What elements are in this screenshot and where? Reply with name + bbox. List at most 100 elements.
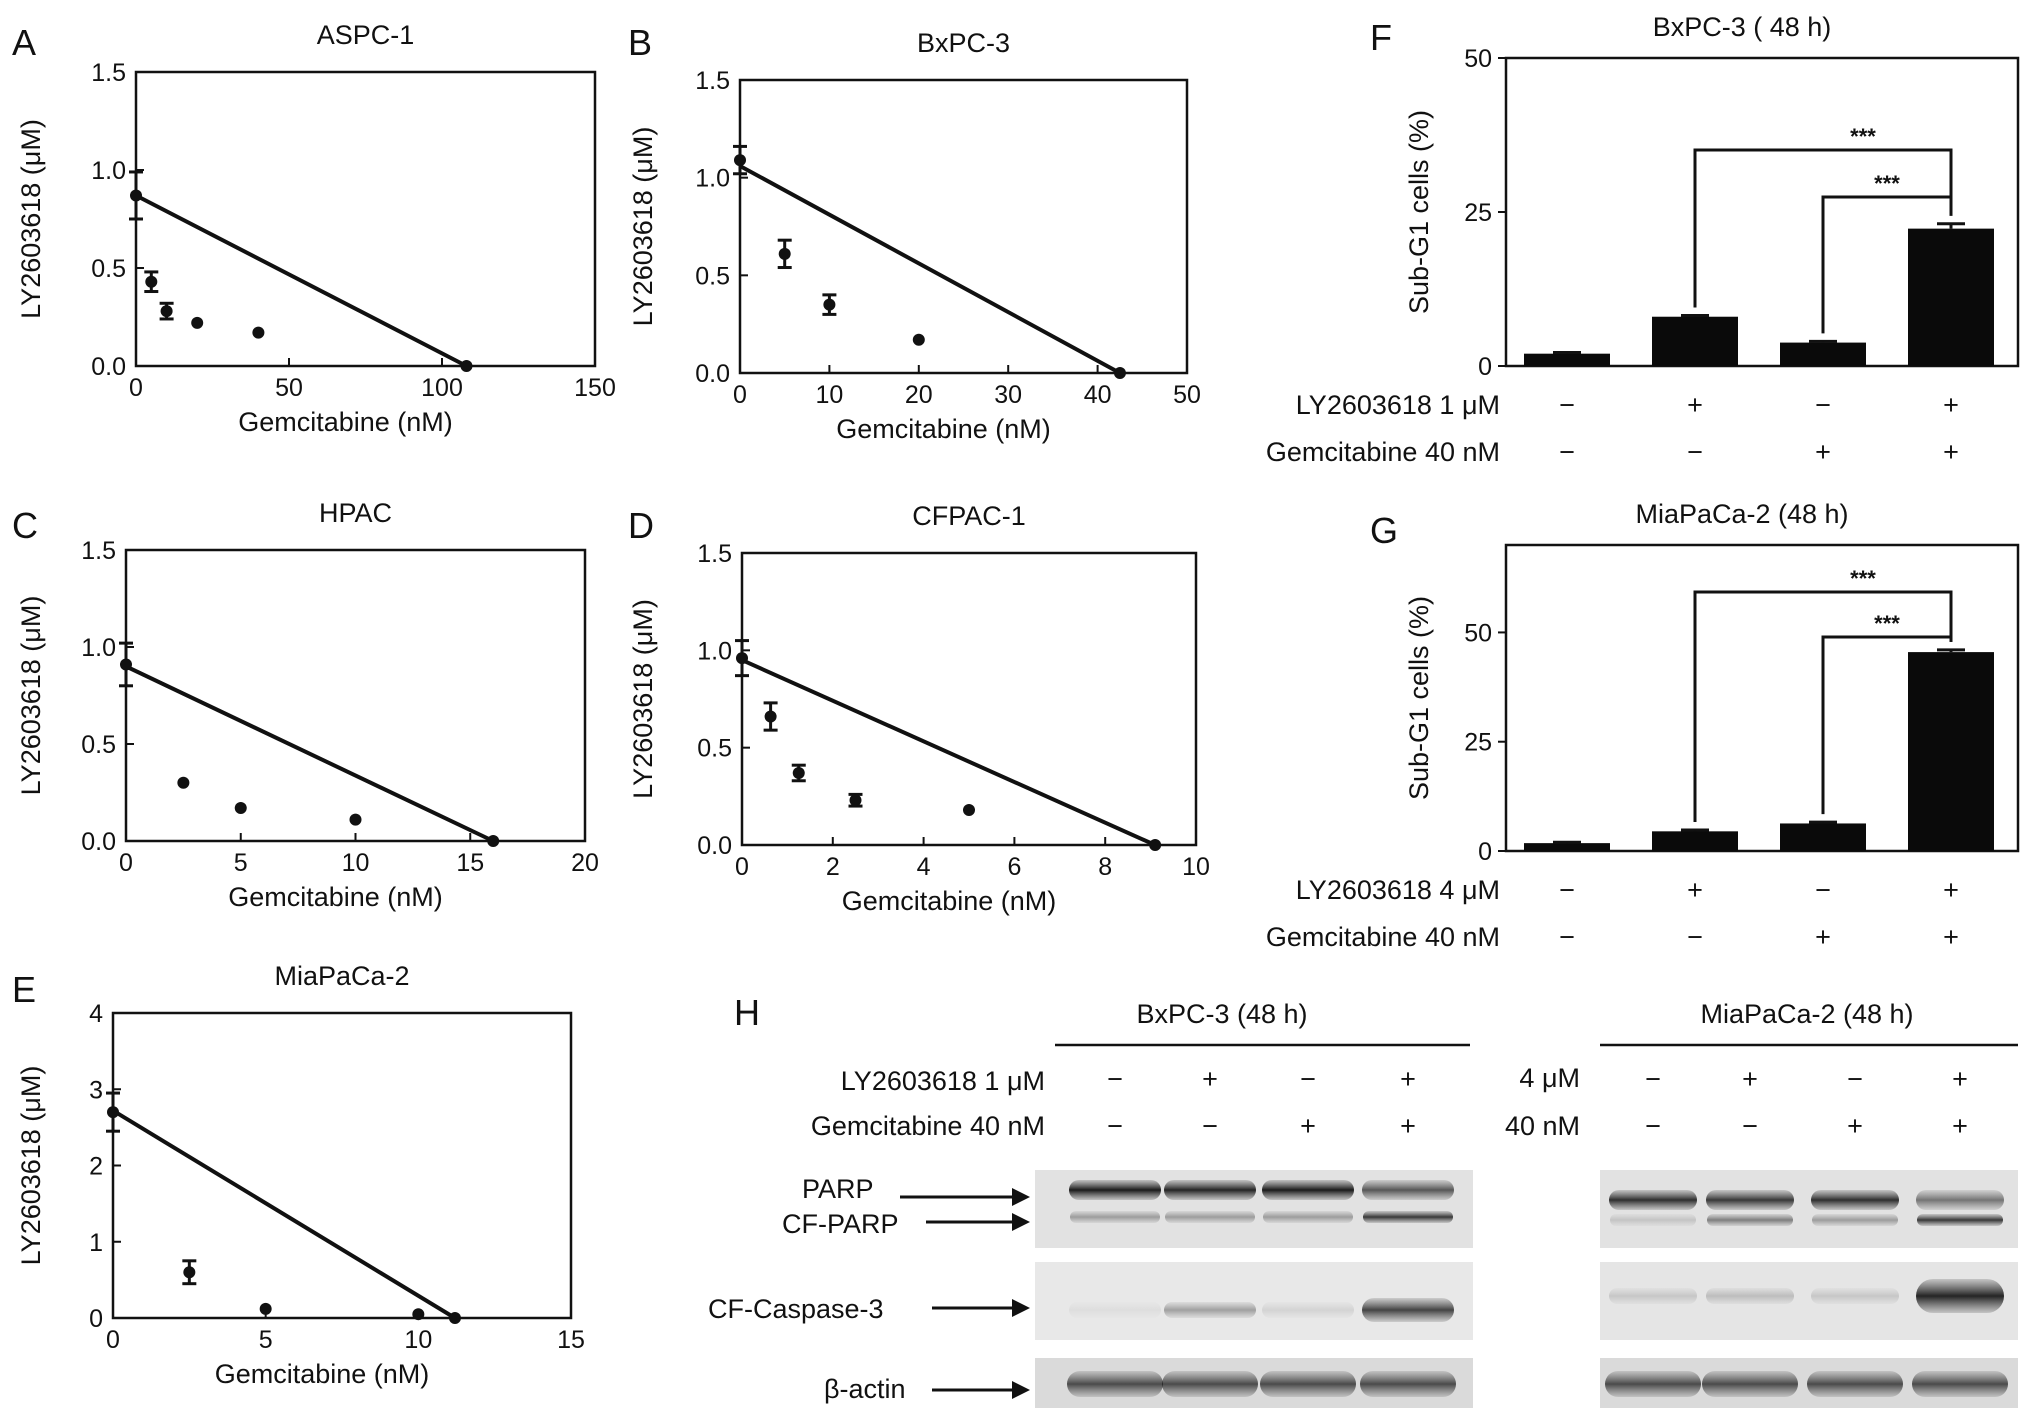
panel-d: D CFPAC-1 0 2 4 6 8 10 0.0 0.5 1.0 1.5 Gemcitabine (… (628, 501, 1210, 916)
isobole-line (125, 664, 495, 843)
y-tick-label: 0.5 (697, 735, 732, 763)
blot-treatment-mark: + (1742, 1064, 1758, 1094)
cf-parp-band (1165, 1211, 1255, 1223)
x-tick-label: 0 (735, 853, 749, 881)
panel-letter-c: C (12, 505, 38, 546)
x-tick-label: 100 (421, 374, 463, 402)
beta-actin-band (1360, 1371, 1456, 1397)
plot-frame (1504, 543, 2020, 853)
significance-bracket (1821, 195, 1953, 334)
cf-parp-band (1363, 1211, 1453, 1223)
data-point (177, 776, 190, 789)
y-tick-label: 25 (1464, 729, 1492, 757)
cf-caspase-3-band (1164, 1302, 1256, 1318)
treatment-mark: + (1815, 437, 1831, 467)
significance-bracket (1693, 148, 1953, 308)
significance-bracket (1693, 590, 1953, 823)
x-tick-label: 10 (1182, 853, 1210, 881)
y-tick-label: 1 (89, 1229, 103, 1257)
panel-a: A ASPC-1 0 50 100 150 0.0 0.5 1.0 1.5 Gemcitabine … (12, 20, 616, 437)
treatment-row-label: LY2603618 4 μM (1296, 875, 1500, 905)
data-point (448, 1312, 461, 1324)
cf-parp-band (1812, 1214, 1898, 1226)
y-tick-label: 2 (89, 1153, 103, 1181)
panel-g: G MiaPaCa-2 (48 h) 0 25 50 Sub-G1 cells (%) − −… (1266, 499, 2020, 952)
chart-title: BxPC-3 (917, 28, 1010, 58)
x-tick-label: 0 (106, 1326, 120, 1354)
blot-row2-right-label: 40 nM (1505, 1111, 1580, 1141)
cf-caspase-3-band (1069, 1302, 1161, 1318)
panel-c: C HPAC 0 5 10 15 20 0.0 0.5 1.0 1.5 Gemcitabine (nM… (12, 498, 599, 912)
bar (1908, 228, 1994, 366)
cf-caspase-3-band (1811, 1288, 1899, 1304)
treatment-mark: − (1687, 437, 1703, 467)
panel-letter-f: F (1370, 17, 1392, 58)
y-tick-label: 3 (89, 1076, 103, 1104)
bar (1524, 843, 1610, 851)
beta-actin-band (1067, 1371, 1163, 1397)
data-point (963, 803, 975, 816)
y-axis-label: Sub-G1 cells (%) (1404, 596, 1434, 800)
x-tick-label: 5 (234, 849, 248, 877)
data-point (823, 298, 836, 311)
x-axis-label: Gemcitabine (nM) (836, 414, 1051, 444)
significance-stars: *** (1874, 171, 1900, 196)
data-point (734, 154, 746, 167)
x-axis-label: Gemcitabine (nM) (842, 886, 1057, 916)
isobole-line (739, 164, 1121, 375)
data-point (412, 1308, 425, 1321)
y-tick-label: 1.5 (697, 540, 732, 568)
data-point (259, 1302, 272, 1315)
plot-frame (738, 78, 1189, 375)
parp-band (1164, 1180, 1256, 1200)
plot-frame (740, 551, 1198, 847)
band-label-beta-actin: β-actin (824, 1374, 906, 1404)
treatment-mark: + (1943, 875, 1959, 905)
panel-letter-h: H (734, 992, 760, 1033)
data-point (183, 1266, 196, 1279)
cf-caspase-3-band (1262, 1302, 1354, 1318)
cf-parp-arrow-head (1012, 1213, 1030, 1231)
x-tick-label: 8 (1098, 853, 1112, 881)
y-axis-label: LY2603618 (μM) (16, 596, 46, 796)
treatment-mark: − (1815, 875, 1831, 905)
y-tick-label: 4 (89, 1000, 103, 1028)
beta-actin-band (1605, 1371, 1701, 1397)
blot-row1-label: LY2603618 1 μM (841, 1066, 1045, 1096)
y-tick-label: 0 (89, 1305, 103, 1333)
y-tick-label: 1.5 (81, 537, 116, 565)
y-tick-label: 1.0 (697, 637, 732, 665)
panel-f: F BxPC-3 ( 48 h) 0 25 50 Sub-G1 cells (%) − − + −… (1266, 12, 2020, 467)
y-axis-label: LY2603618 (μM) (628, 127, 658, 327)
significance-stars: *** (1850, 566, 1876, 591)
plot-frame (111, 1011, 573, 1320)
x-tick-label: 10 (342, 849, 370, 877)
treatment-mark: − (1559, 875, 1575, 905)
band-label-cf-parp: CF-PARP (782, 1209, 899, 1239)
chart-title: MiaPaCa-2 (274, 961, 409, 991)
y-tick-label: 1.5 (695, 67, 730, 95)
blot-treatment-mark: + (1300, 1111, 1316, 1141)
x-tick-label: 20 (571, 849, 599, 877)
treatment-mark: − (1687, 922, 1703, 952)
x-tick-label: 20 (905, 381, 933, 409)
parp-band (1262, 1180, 1354, 1200)
blot-title-right: MiaPaCa-2 (48 h) (1700, 999, 1913, 1029)
x-tick-label: 4 (917, 853, 931, 881)
data-point (120, 658, 132, 671)
beta-actin-band (1162, 1371, 1258, 1397)
x-tick-label: 0 (129, 374, 143, 402)
blot-treatment-mark: − (1202, 1111, 1218, 1141)
panel-h: H BxPC-3 (48 h) MiaPaCa-2 (48 h) LY26036… (708, 992, 2018, 1408)
y-tick-label: 0.0 (695, 360, 730, 388)
treatment-row-label: LY2603618 1 μM (1296, 390, 1500, 420)
y-tick-label: 50 (1464, 45, 1492, 73)
y-axis-label: Sub-G1 cells (%) (1404, 110, 1434, 314)
beta-actin-arrow-head (1012, 1381, 1030, 1399)
band-label-cf-caspase-3: CF-Caspase-3 (708, 1294, 884, 1324)
panel-letter-e: E (12, 969, 36, 1010)
data-point (792, 766, 805, 779)
significance-bracket (1821, 635, 1953, 815)
chart-title: ASPC-1 (317, 20, 415, 50)
x-tick-label: 50 (275, 374, 303, 402)
